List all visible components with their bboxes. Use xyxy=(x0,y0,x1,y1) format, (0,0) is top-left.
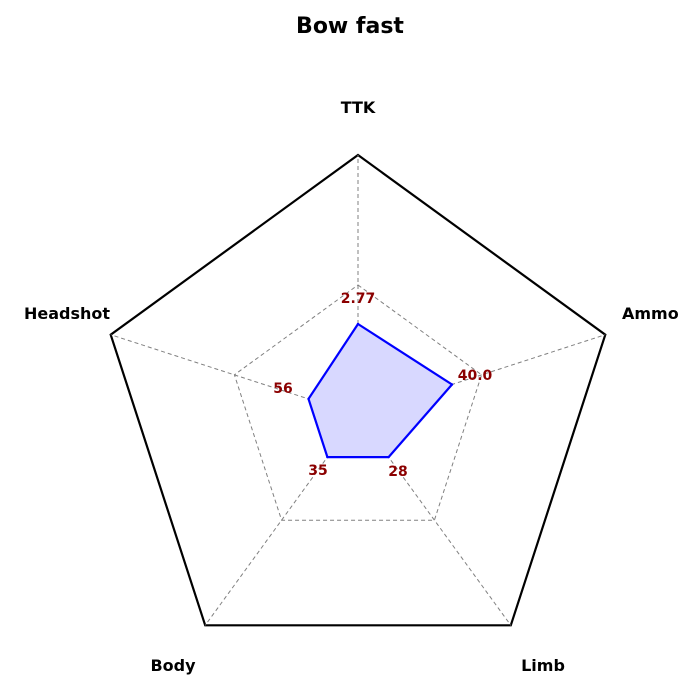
data-point-body xyxy=(326,455,329,459)
data-point-ttk xyxy=(356,322,360,326)
axis-label-headshot: Headshot xyxy=(24,304,110,323)
data-point-headshot xyxy=(307,397,310,401)
value-label-limb: 28 xyxy=(388,464,407,480)
value-label-ttk: 2.77 xyxy=(341,291,376,307)
axis-label-ttk: TTK xyxy=(341,98,376,117)
radar-frame xyxy=(109,153,607,627)
radar-series xyxy=(307,322,454,459)
radar-value-labels: 2.77 40.0 28 35 56 xyxy=(273,291,492,480)
chart-title: Bow fast xyxy=(296,14,404,39)
axis-label-body: Body xyxy=(150,656,196,675)
radar-axis-labels: TTK Ammo Limb Body Headshot xyxy=(24,98,679,675)
value-label-ammo: 40.0 xyxy=(458,368,493,384)
data-point-limb xyxy=(387,455,390,459)
data-point-ammo xyxy=(450,383,454,386)
radar-outer-ring xyxy=(109,153,607,627)
grid-ring-0 xyxy=(233,284,483,521)
axis-label-limb: Limb xyxy=(521,656,565,675)
series-polygon xyxy=(307,322,454,459)
axis-label-ammo: Ammo xyxy=(622,304,679,323)
value-label-headshot: 56 xyxy=(273,381,292,397)
value-label-body: 35 xyxy=(308,463,327,479)
